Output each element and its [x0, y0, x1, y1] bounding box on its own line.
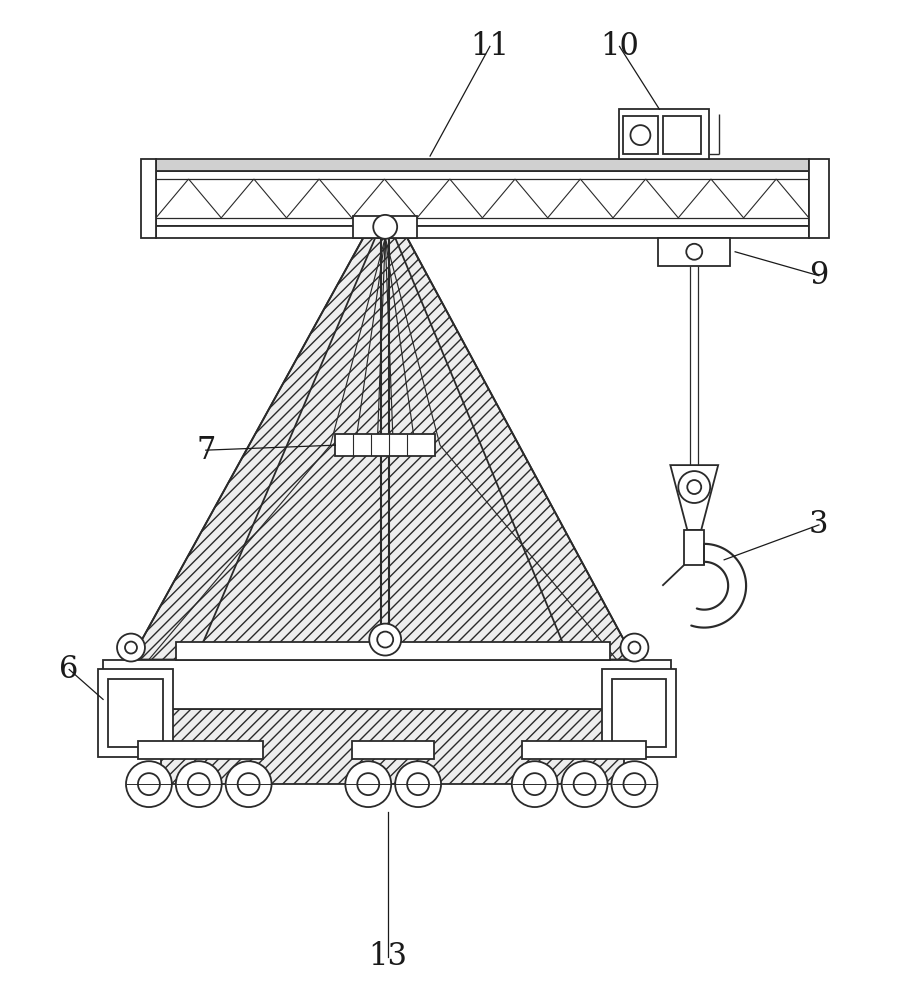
Text: 7: 7	[196, 435, 215, 466]
Circle shape	[126, 761, 172, 807]
Text: 6: 6	[60, 654, 79, 685]
Text: 11: 11	[470, 31, 508, 62]
Circle shape	[368, 624, 401, 656]
Circle shape	[406, 773, 429, 795]
Bar	[610, 679, 666, 747]
Bar	[521, 741, 646, 759]
Circle shape	[176, 761, 221, 807]
Circle shape	[373, 215, 396, 239]
Bar	[155, 226, 808, 238]
Circle shape	[377, 632, 393, 648]
Polygon shape	[670, 465, 717, 530]
Circle shape	[677, 471, 710, 503]
Circle shape	[623, 773, 645, 795]
Circle shape	[628, 642, 639, 654]
Bar	[141, 159, 155, 238]
Circle shape	[573, 773, 595, 795]
Circle shape	[138, 773, 160, 795]
Bar	[353, 216, 416, 238]
Circle shape	[395, 761, 441, 807]
Circle shape	[116, 634, 144, 662]
Circle shape	[226, 761, 271, 807]
Bar	[600, 669, 675, 757]
Circle shape	[561, 761, 607, 807]
Circle shape	[619, 634, 647, 662]
Bar	[352, 741, 433, 759]
Bar	[98, 669, 172, 757]
Circle shape	[237, 773, 259, 795]
Text: 3: 3	[808, 509, 828, 540]
Bar	[155, 171, 808, 226]
Bar	[619, 109, 709, 159]
Bar	[808, 159, 828, 238]
Bar	[138, 741, 262, 759]
Circle shape	[125, 642, 137, 654]
Bar	[108, 679, 163, 747]
Bar	[335, 434, 434, 456]
Circle shape	[357, 773, 378, 795]
Bar	[176, 642, 609, 660]
Bar	[663, 116, 701, 154]
Circle shape	[685, 244, 702, 260]
Text: 10: 10	[600, 31, 638, 62]
Polygon shape	[161, 709, 624, 784]
Polygon shape	[131, 238, 634, 660]
Circle shape	[610, 761, 656, 807]
Bar	[155, 159, 808, 171]
Circle shape	[523, 773, 545, 795]
Text: 9: 9	[808, 260, 827, 291]
Circle shape	[345, 761, 391, 807]
Text: 13: 13	[368, 941, 407, 972]
Circle shape	[188, 773, 209, 795]
Circle shape	[511, 761, 557, 807]
Bar	[623, 116, 657, 154]
Bar	[684, 530, 703, 565]
Bar	[657, 238, 730, 266]
Circle shape	[686, 480, 701, 494]
Bar	[103, 660, 671, 709]
Circle shape	[629, 125, 649, 145]
